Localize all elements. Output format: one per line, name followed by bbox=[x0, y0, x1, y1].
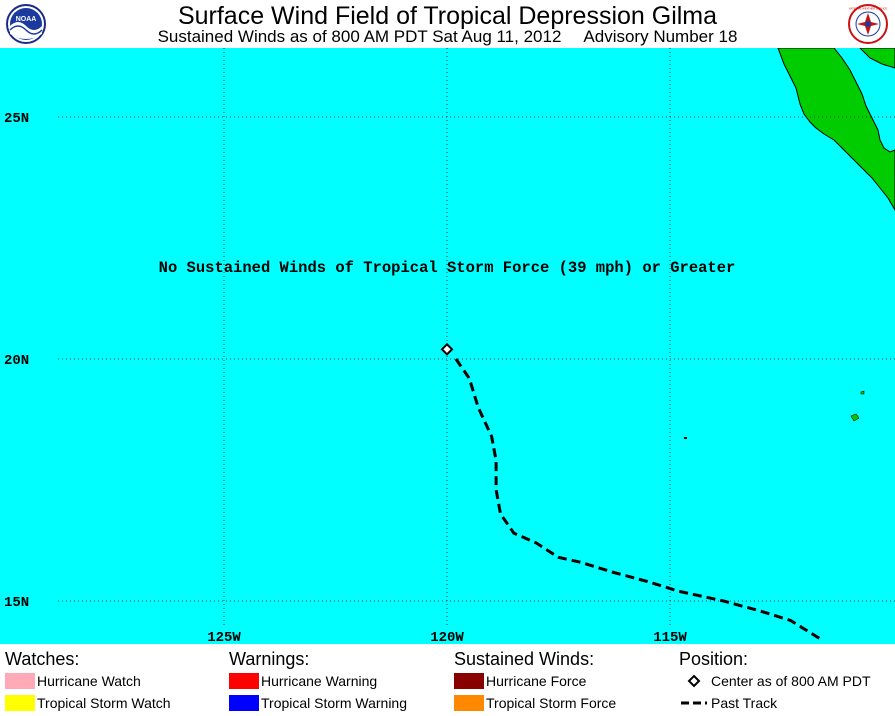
tropical-storm-force-swatch bbox=[454, 695, 484, 711]
page-subtitle: Sustained Winds as of 800 AM PDT Sat Aug… bbox=[0, 27, 895, 47]
legend-watches: Watches: Hurricane Watch Tropical Storm … bbox=[5, 648, 225, 714]
noaa-logo-text: NOAA bbox=[16, 16, 37, 23]
legend-heading: Warnings: bbox=[229, 649, 310, 669]
legend-item: Past Track bbox=[679, 692, 895, 714]
legend-heading: Position: bbox=[679, 649, 749, 669]
hurricane-watch-swatch bbox=[5, 673, 35, 689]
legend-label: Tropical Storm Force bbox=[486, 695, 617, 711]
legend-label: Center as of 800 AM PDT bbox=[711, 673, 871, 689]
clarion-island bbox=[684, 437, 687, 439]
storm-center-diamond bbox=[440, 342, 454, 356]
no-tropical-storm-winds-message: No Sustained Winds of Tropical Storm For… bbox=[159, 259, 736, 277]
legend-label: Tropical Storm Watch bbox=[37, 695, 171, 711]
past-track-line bbox=[454, 358, 823, 641]
legend-item: Hurricane Force bbox=[454, 670, 674, 692]
noaa-logo: NOAA bbox=[6, 4, 46, 44]
legend-item: Center as of 800 AM PDT bbox=[679, 670, 895, 692]
nws-logo: NATIONAL WEATHER SERVICE bbox=[848, 4, 888, 44]
longitude-label: 115W bbox=[653, 630, 687, 644]
legend-item: Hurricane Warning bbox=[229, 670, 449, 692]
legend-sustained-winds: Sustained Winds: Hurricane Force Tropica… bbox=[454, 648, 674, 714]
nws-logo-text: NATIONAL WEATHER SERVICE bbox=[849, 7, 888, 11]
legend-item: Tropical Storm Watch bbox=[5, 692, 225, 714]
baja-california-land bbox=[777, 48, 895, 211]
tropical-storm-watch-swatch bbox=[5, 695, 35, 711]
lat-lon-grid bbox=[58, 48, 895, 626]
socorro-island bbox=[850, 413, 860, 422]
latitude-label: 15N bbox=[4, 595, 29, 611]
header: NOAA Surface Wind Field of Tropical Depr… bbox=[0, 0, 895, 48]
hurricane-force-swatch bbox=[454, 673, 484, 689]
legend-position: Position: Center as of 800 AM PDT Past T… bbox=[679, 648, 895, 714]
legend-item: Hurricane Watch bbox=[5, 670, 225, 692]
legend-heading: Sustained Winds: bbox=[454, 649, 595, 669]
legend-label: Hurricane Force bbox=[486, 673, 587, 689]
latitude-label: 20N bbox=[4, 353, 29, 369]
hurricane-warning-swatch bbox=[229, 673, 259, 689]
legend-item: Tropical Storm Warning bbox=[229, 692, 449, 714]
legend-label: Tropical Storm Warning bbox=[261, 695, 408, 711]
san-benedicto-island bbox=[860, 390, 865, 395]
legend-warnings: Warnings: Hurricane Warning Tropical Sto… bbox=[229, 648, 449, 714]
legend: Watches: Hurricane Watch Tropical Storm … bbox=[0, 644, 895, 716]
legend-label: Past Track bbox=[711, 695, 778, 711]
tropical-storm-warning-swatch bbox=[229, 695, 259, 711]
longitude-label: 125W bbox=[207, 630, 241, 644]
legend-item: Tropical Storm Force bbox=[454, 692, 674, 714]
subtitle-time: Sustained Winds as of 800 AM PDT Sat Aug… bbox=[157, 27, 562, 46]
map-panel: 25N 20N 15N 125W 120W 115W No Sustained … bbox=[0, 48, 895, 644]
mainland-mexico-land bbox=[859, 48, 895, 69]
longitude-label: 120W bbox=[430, 630, 464, 644]
legend-label: Hurricane Watch bbox=[37, 673, 141, 689]
legend-label: Hurricane Warning bbox=[261, 673, 378, 689]
advisory-number: Advisory Number 18 bbox=[583, 27, 738, 46]
legend-heading: Watches: bbox=[5, 649, 80, 669]
page-title: Surface Wind Field of Tropical Depressio… bbox=[177, 2, 718, 30]
diamond-icon bbox=[687, 674, 701, 688]
latitude-label: 25N bbox=[4, 111, 29, 127]
dashed-line-icon bbox=[681, 701, 707, 705]
